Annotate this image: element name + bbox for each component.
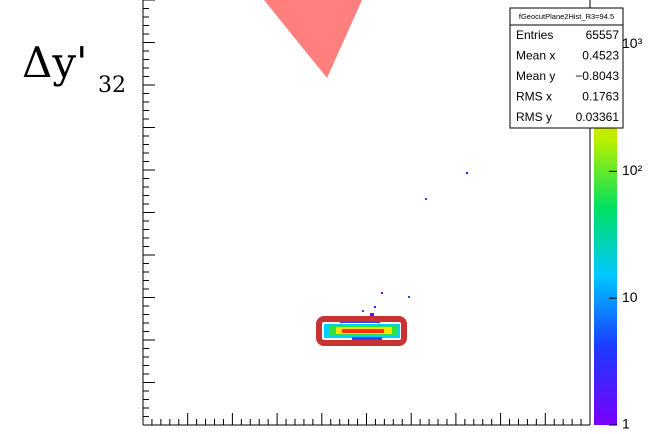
cell [352,337,382,340]
stats-value: 0.03361 [576,110,620,124]
cell [425,198,427,200]
cell [362,310,364,312]
y-axis-label: Δy' [22,38,88,87]
stats-value: 0.4523 [582,49,619,63]
color-bar-tick-label: 1 [622,416,630,432]
pointer-arrow [264,0,362,78]
color-bar-tick-label: 10³ [622,35,643,51]
cell [342,329,384,333]
stats-label: Entries [516,28,553,42]
highlight-box [316,316,407,346]
cell [374,306,376,308]
axis-ticks [142,0,591,426]
cell [408,296,410,298]
y-axis-label-subscript: 32 [98,73,126,98]
histogram-cells [324,93,514,340]
cell [381,292,383,294]
cell [370,313,374,317]
stats-value: 0.1763 [582,90,619,104]
color-bar: 1 10 10² 10³ [594,30,643,432]
stats-box: fGeocutPlane2Hist_R3=94.5 Entries 65557 Mea… [509,7,624,129]
color-bar-tick-label: 10 [622,289,638,305]
stats-label: Mean x [516,49,555,63]
color-bar-tick-label: 10² [622,162,643,178]
stats-label: Mean y [516,69,555,83]
stats-label: RMS y [516,110,552,124]
stats-title: fGeocutPlane2Hist_R3=94.5 [519,12,614,21]
color-scale [594,30,617,425]
stats-value: −0.8043 [575,69,619,83]
cell [466,172,468,174]
stats-value: 65557 [586,28,620,42]
stats-frame [509,7,624,129]
stats-label: RMS x [516,90,552,104]
